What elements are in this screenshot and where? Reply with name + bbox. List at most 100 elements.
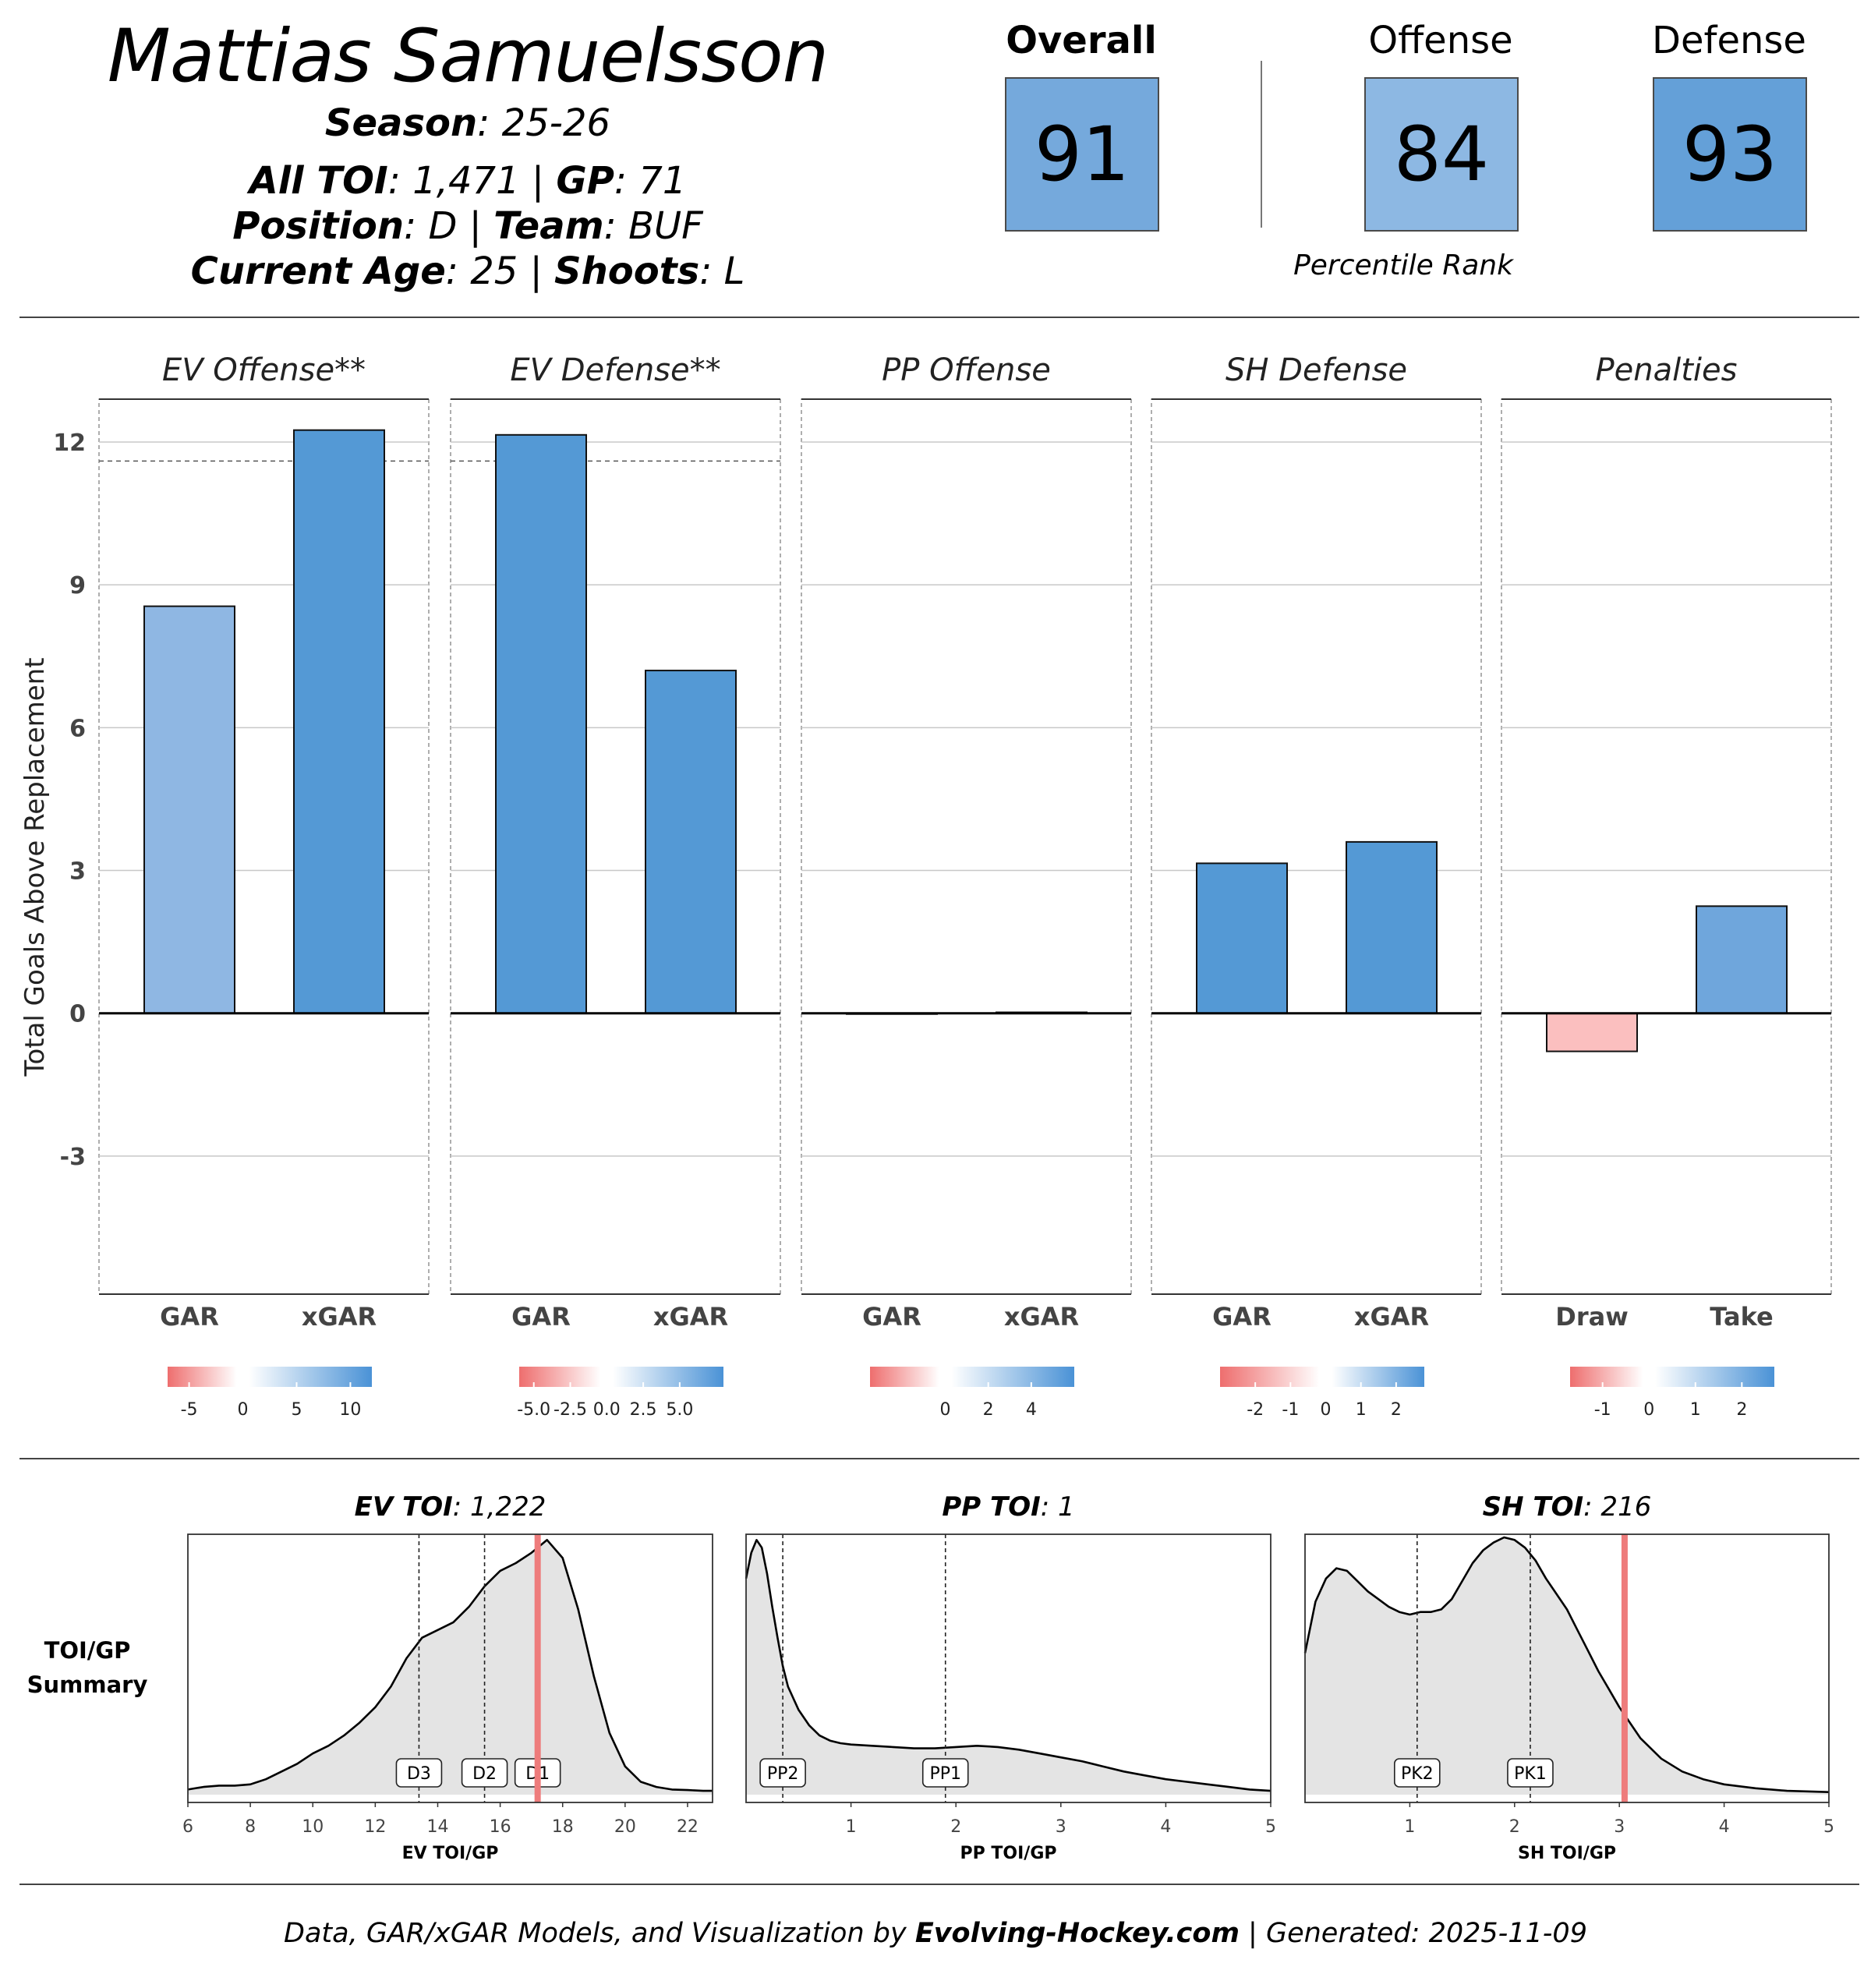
- score-divider: [1261, 61, 1262, 228]
- x-tick-label: 3: [1056, 1817, 1066, 1837]
- toi-panel-title-label: EV TOI: [355, 1491, 453, 1523]
- colorbar-tick-label: 0: [940, 1400, 951, 1420]
- header-divider: [19, 317, 1859, 318]
- age-label: Current Age: [190, 249, 446, 293]
- footer-suffix: | Generated: 2025-11-09: [1239, 1918, 1587, 1949]
- x-tick-label: xGAR: [1004, 1302, 1079, 1332]
- panel-frame: [1501, 398, 1832, 1295]
- bar-gar: [1196, 862, 1288, 1014]
- bar-gar: [495, 433, 587, 1014]
- colorbar-tick-label: 5: [291, 1400, 302, 1420]
- colorbar-tick-label: 0: [1321, 1400, 1332, 1420]
- player-name: Mattias Samuelsson: [107, 14, 829, 99]
- tier-marker-label: PK1: [1514, 1764, 1547, 1784]
- y-tick-label: -3: [60, 1144, 86, 1171]
- colorbar: [1570, 1367, 1774, 1387]
- footer-site-link[interactable]: Evolving-Hockey.com: [914, 1918, 1240, 1949]
- toi-panel-title-value: : 1: [1041, 1491, 1075, 1523]
- tier-marker-box: [759, 1758, 806, 1788]
- toi-panel-title: PP TOI: 1: [942, 1491, 1074, 1523]
- shoots-label: Shoots: [554, 249, 700, 293]
- y-tick-label: 0: [69, 1001, 86, 1028]
- colorbar-tick-label: 1: [1356, 1400, 1367, 1420]
- tier-marker-box: [1394, 1758, 1441, 1788]
- footer-prefix: Data, GAR/xGAR Models, and Visualization…: [284, 1918, 915, 1949]
- y-tick-label: 3: [69, 858, 86, 886]
- colorbar-tick-label: 2: [1736, 1400, 1747, 1420]
- x-tick-label: 16: [490, 1817, 511, 1837]
- panel-title: SH Defense: [1226, 352, 1407, 388]
- footer-divider: [19, 1884, 1859, 1885]
- toi-chart: EV TOI: 1,222D3D2D16810121416182022EV TO…: [182, 1491, 1834, 1863]
- x-tick-label: 4: [1160, 1817, 1171, 1837]
- colorbar-tick-label: -1: [1282, 1400, 1299, 1420]
- panel-title: EV Defense**: [510, 352, 720, 388]
- toi-panel-frame: [1304, 1533, 1830, 1803]
- tier-marker-label: PP1: [929, 1764, 961, 1784]
- x-tick-label: GAR: [511, 1302, 571, 1332]
- x-tick-label: 2: [1509, 1817, 1520, 1837]
- toi-panel-frame: [187, 1533, 713, 1803]
- colorbar: [168, 1367, 372, 1387]
- tier-marker-label: D3: [407, 1764, 431, 1784]
- defense-title: Defense: [1652, 19, 1806, 62]
- panel-title: EV Offense**: [162, 352, 366, 388]
- x-tick-label: 12: [364, 1817, 386, 1837]
- tier-marker-box: [395, 1758, 443, 1788]
- x-tick-label: 2: [950, 1817, 961, 1837]
- x-tick-label: GAR: [862, 1302, 921, 1332]
- defense-score-box: 93: [1653, 77, 1807, 232]
- x-tick-label: xGAR: [1354, 1302, 1429, 1332]
- x-tick-label: GAR: [1212, 1302, 1272, 1332]
- tier-marker-label: D2: [472, 1764, 497, 1784]
- colorbar-tick-label: -2: [1247, 1400, 1264, 1420]
- colorbar: [519, 1367, 723, 1387]
- toi-panel-title-value: : 1,222: [453, 1491, 546, 1523]
- x-tick-label: 22: [677, 1817, 699, 1837]
- x-tick-label: 1: [1404, 1817, 1415, 1837]
- colorbar: [1220, 1367, 1424, 1387]
- x-tick-label: GAR: [160, 1302, 219, 1332]
- panel-title: PP Offense: [882, 352, 1051, 388]
- toi-panel-title: SH TOI: 216: [1483, 1491, 1652, 1523]
- x-tick-label: 4: [1719, 1817, 1730, 1837]
- colorbar-tick-label: 0: [238, 1400, 249, 1420]
- density-line: [745, 1539, 1272, 1792]
- density-area: [746, 1540, 1271, 1795]
- colorbar-tick-label: 2.5: [630, 1400, 657, 1420]
- offense-title: Offense: [1368, 19, 1513, 62]
- offense-score-box: 84: [1364, 77, 1519, 232]
- x-tick-label: 5: [1265, 1817, 1276, 1837]
- density-area: [188, 1540, 713, 1795]
- position-team-line: Position: D | Team: BUF: [232, 204, 703, 248]
- y-tick-label: 6: [69, 715, 86, 742]
- colorbar-tick-label: 2: [1391, 1400, 1402, 1420]
- chart-divider: [19, 1458, 1859, 1459]
- gp-value: 71: [638, 159, 687, 203]
- season-line: Season: 25-26: [324, 101, 611, 145]
- colorbar: [870, 1367, 1074, 1387]
- tier-marker-label: PK2: [1401, 1764, 1434, 1784]
- x-tick-label: Take: [1710, 1302, 1773, 1332]
- percentile-rank-note: Percentile Rank: [1293, 249, 1513, 281]
- x-tick-label: 6: [182, 1817, 193, 1837]
- x-tick-label: xGAR: [302, 1302, 377, 1332]
- season-value: 25-26: [501, 101, 611, 145]
- overall-score-box: 91: [1005, 77, 1159, 232]
- gp-label: GP: [556, 159, 614, 203]
- gar-chart: Total Goals Above Replacement 129630-3EV…: [19, 352, 1832, 1420]
- age-shoots-line: Current Age: 25 | Shoots: L: [190, 249, 745, 293]
- team-value: BUF: [628, 204, 703, 248]
- footer-credit: Data, GAR/xGAR Models, and Visualization…: [0, 1918, 1871, 1949]
- position-value: D: [428, 204, 458, 248]
- all-toi-value: 1,471: [412, 159, 520, 203]
- panel-frame: [801, 398, 1132, 1295]
- team-label: Team: [493, 204, 604, 248]
- colorbar-tick-label: -5.0: [517, 1400, 550, 1420]
- x-tick-label: 3: [1614, 1817, 1625, 1837]
- bar-take: [1696, 905, 1788, 1014]
- panel-title: Penalties: [1596, 352, 1738, 388]
- colorbar-tick-label: -1: [1594, 1400, 1611, 1420]
- toi-x-axis-label: EV TOI/GP: [402, 1844, 499, 1863]
- x-tick-label: 10: [302, 1817, 324, 1837]
